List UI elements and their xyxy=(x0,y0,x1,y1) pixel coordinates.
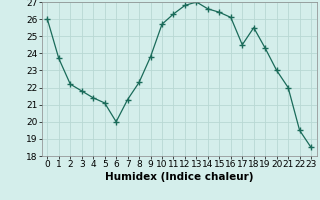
X-axis label: Humidex (Indice chaleur): Humidex (Indice chaleur) xyxy=(105,172,253,182)
